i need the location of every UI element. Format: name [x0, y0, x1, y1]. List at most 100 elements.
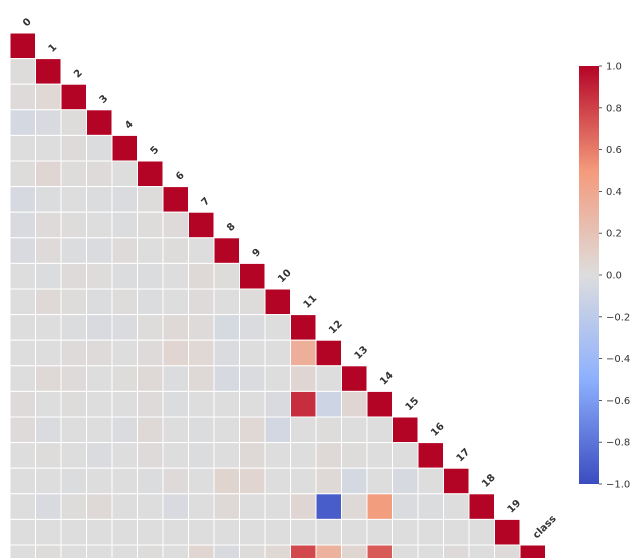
heatmap-cell-14-3 [86, 390, 113, 418]
tick-label-12: 12 [327, 319, 345, 337]
heatmap-cell-17-8 [213, 467, 240, 495]
heatmap-cell-10-4 [111, 288, 138, 316]
heatmap-cell-15-14 [366, 416, 393, 444]
heatmap-cell-5-1 [35, 160, 62, 188]
heatmap-cell-8-4 [111, 237, 138, 264]
heatmap-cell-8-2 [60, 237, 87, 264]
heatmap-cell-13-4 [111, 365, 138, 392]
heatmap-cell-17-11 [290, 467, 317, 495]
heatmap-cell-16-13 [341, 442, 368, 469]
colorbar-tick-label: 0.8 [606, 103, 622, 114]
colorbar-tick-label: 1.0 [606, 62, 622, 73]
heatmap-cell-8-8 [213, 237, 240, 264]
tick-label-18: 18 [480, 472, 498, 490]
heatmap-cell-17-16 [417, 467, 444, 495]
heatmap-cell-7-5 [137, 211, 164, 239]
heatmap-cell-class-10 [264, 544, 291, 558]
tick-label-11: 11 [302, 293, 320, 311]
heatmap-cell-14-4 [111, 390, 138, 418]
heatmap-cell-17-9 [239, 467, 266, 495]
heatmap-cell-18-8 [213, 493, 240, 520]
heatmap-cell-12-2 [60, 339, 87, 367]
heatmap-cell-16-2 [60, 442, 87, 469]
heatmap-cell-6-5 [137, 186, 164, 213]
heatmap-cell-13-0 [9, 365, 36, 392]
heatmap-cell-12-9 [239, 339, 266, 367]
heatmap-cell-19-0 [9, 518, 36, 546]
heatmap-cell-17-13 [341, 467, 368, 495]
colorbar-tick-label: 0.6 [606, 145, 622, 156]
heatmap-cell-15-11 [290, 416, 317, 444]
heatmap-cell-18-9 [239, 493, 266, 520]
heatmap-cell-18-11 [290, 493, 317, 520]
tick-label-9: 9 [251, 247, 264, 260]
heatmap-cell-14-2 [60, 390, 87, 418]
heatmap-cell-17-14 [366, 467, 393, 495]
heatmap-cell-17-2 [60, 467, 87, 495]
heatmap-cell-15-8 [213, 416, 240, 444]
heatmap-cell-12-8 [213, 339, 240, 367]
colorbar: 1.0 0.8 0.6 0.4 0.2 0.0 −0.2 −0.4 −0.6 −0.8 −1.0 [579, 62, 630, 491]
heatmap-cell-19-6 [162, 518, 189, 546]
heatmap-cell-10-9 [239, 288, 266, 316]
heatmap-cell-13-11 [290, 365, 317, 392]
colorbar-tick-label: −0.4 [606, 354, 630, 365]
heatmap-cell-19-10 [264, 518, 291, 546]
heatmap-cell-13-1 [35, 365, 62, 392]
heatmap-cell-18-18 [468, 493, 495, 520]
heatmap-cell-16-14 [366, 442, 393, 469]
heatmap-cell-12-3 [86, 339, 113, 367]
heatmap-cell-14-8 [213, 390, 240, 418]
heatmap-cell-16-4 [111, 442, 138, 469]
heatmap-cell-17-17 [443, 467, 470, 495]
heatmap-cell-class-14 [366, 544, 393, 558]
heatmap-cell-11-8 [213, 314, 240, 341]
heatmap-cell-8-7 [188, 237, 215, 264]
heatmap-cell-12-0 [9, 339, 36, 367]
tick-label-15: 15 [404, 395, 422, 413]
heatmap-cell-8-1 [35, 237, 62, 264]
heatmap-cell-class-9 [239, 544, 266, 558]
heatmap-cell-8-6 [162, 237, 189, 264]
tick-label-14: 14 [378, 370, 396, 388]
heatmap-cell-6-4 [111, 186, 138, 213]
heatmap-cell-9-2 [60, 262, 87, 290]
heatmap-cell-19-3 [86, 518, 113, 546]
tick-label-8: 8 [225, 221, 238, 234]
heatmap-cell-1-0 [9, 58, 36, 85]
heatmap-cell-16-7 [188, 442, 215, 469]
heatmap-cell-14-0 [9, 390, 36, 418]
heatmap-cell-8-5 [137, 237, 164, 264]
heatmap-cell-2-1 [35, 83, 62, 111]
heatmap-cell-19-1 [35, 518, 62, 546]
heatmap-cell-18-10 [264, 493, 291, 520]
heatmap-cell-13-12 [315, 365, 342, 392]
heatmap-cell-16-10 [264, 442, 291, 469]
heatmap-cell-17-3 [86, 467, 113, 495]
heatmap-cell-class-4 [111, 544, 138, 558]
heatmap-cell-15-1 [35, 416, 62, 444]
heatmap-cell-11-5 [137, 314, 164, 341]
heatmap-cell-class-18 [468, 544, 495, 558]
heatmap-cell-class-5 [137, 544, 164, 558]
heatmap-cell-15-7 [188, 416, 215, 444]
tick-label-4: 4 [123, 119, 136, 132]
tick-label-7: 7 [200, 196, 213, 209]
heatmap-cell-7-7 [188, 211, 215, 239]
heatmap-cell-14-6 [162, 390, 189, 418]
heatmap-cell-3-2 [60, 109, 87, 136]
heatmap-cell-9-6 [162, 262, 189, 290]
heatmap-cells [9, 32, 546, 558]
heatmap-cell-19-4 [111, 518, 138, 546]
heatmap-cell-17-15 [392, 467, 419, 495]
heatmap-cell-13-8 [213, 365, 240, 392]
heatmap-cell-18-6 [162, 493, 189, 520]
heatmap-cell-4-3 [86, 134, 113, 162]
heatmap-cell-14-11 [290, 390, 317, 418]
colorbar-tick-label: −0.6 [606, 396, 630, 407]
tick-label-10: 10 [276, 267, 294, 285]
heatmap-cell-12-1 [35, 339, 62, 367]
heatmap-cell-7-1 [35, 211, 62, 239]
heatmap-cell-4-1 [35, 134, 62, 162]
